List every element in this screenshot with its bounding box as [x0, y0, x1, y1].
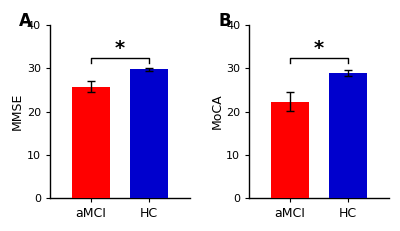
- Bar: [329, 73, 367, 198]
- Text: *: *: [314, 39, 324, 58]
- Bar: [130, 69, 168, 198]
- Bar: [72, 87, 110, 198]
- Bar: [271, 102, 309, 198]
- Y-axis label: MMSE: MMSE: [11, 93, 24, 130]
- Text: *: *: [115, 39, 125, 58]
- Y-axis label: MoCA: MoCA: [210, 94, 224, 129]
- Text: A: A: [19, 12, 32, 30]
- Text: B: B: [219, 12, 231, 30]
